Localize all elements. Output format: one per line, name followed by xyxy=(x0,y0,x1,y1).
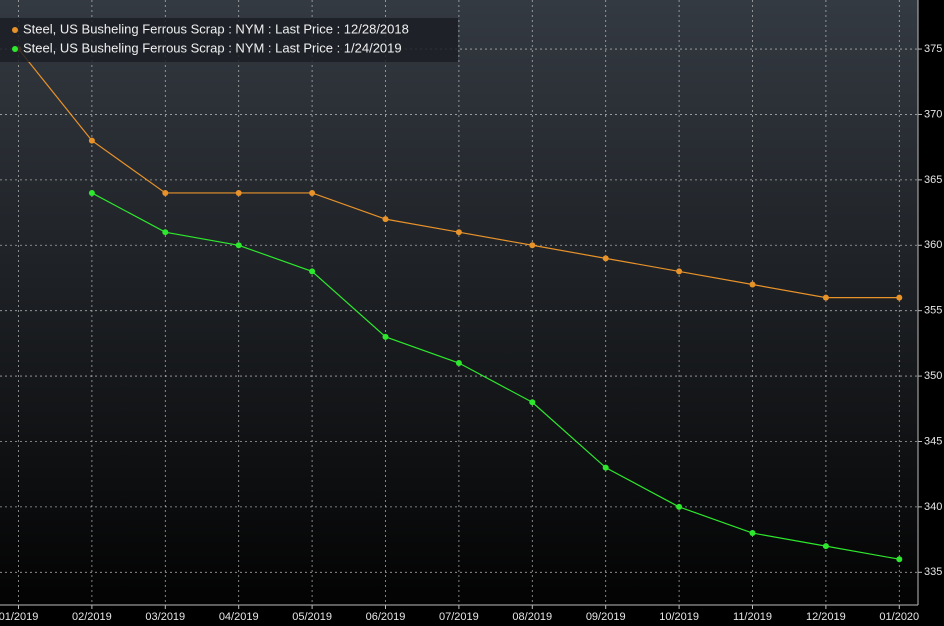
data-point xyxy=(896,556,903,563)
series-line xyxy=(91,192,900,560)
y-tick-label: 375 xyxy=(924,43,942,55)
data-point xyxy=(382,333,389,340)
data-point xyxy=(749,530,756,537)
x-tick-label: 11/2019 xyxy=(733,611,772,623)
data-point xyxy=(676,268,683,275)
x-tick-label: 12/2019 xyxy=(806,611,846,623)
data-point xyxy=(88,137,95,144)
x-tick-label: 09/2019 xyxy=(586,611,626,623)
x-tick-label: 05/2019 xyxy=(292,611,332,623)
x-tick-label: 06/2019 xyxy=(366,611,406,623)
y-tick-label: 345 xyxy=(924,435,942,447)
data-point xyxy=(602,464,609,471)
y-tick-label: 365 xyxy=(924,174,942,186)
legend-marker xyxy=(12,46,18,52)
data-point xyxy=(162,229,169,236)
x-tick-label: 02/2019 xyxy=(72,611,112,623)
data-point xyxy=(382,216,389,223)
y-tick-label: 370 xyxy=(924,108,942,120)
data-point xyxy=(162,189,169,196)
legend-label: Steel, US Busheling Ferrous Scrap : NYM … xyxy=(23,21,409,36)
data-point xyxy=(749,281,756,288)
data-point xyxy=(455,229,462,236)
x-tick-label: 01/2020 xyxy=(879,611,919,623)
x-tick-label: 07/2019 xyxy=(439,611,479,623)
x-tick-label: 03/2019 xyxy=(145,611,185,623)
legend-label: Steel, US Busheling Ferrous Scrap : NYM … xyxy=(23,40,402,55)
data-point xyxy=(529,399,536,406)
data-point xyxy=(309,189,316,196)
x-tick-label: 10/2019 xyxy=(659,611,699,623)
x-tick-label: 04/2019 xyxy=(219,611,259,623)
data-point xyxy=(529,242,536,249)
data-point xyxy=(235,242,242,249)
y-tick-label: 335 xyxy=(924,566,942,578)
y-tick-label: 350 xyxy=(924,370,942,382)
y-tick-label: 360 xyxy=(924,239,942,251)
data-point xyxy=(455,360,462,366)
x-tick-label: 08/2019 xyxy=(512,611,552,623)
data-point xyxy=(822,543,829,550)
data-point xyxy=(896,294,903,301)
data-point xyxy=(309,268,316,275)
data-point xyxy=(88,189,95,196)
data-point xyxy=(235,189,242,196)
data-point xyxy=(822,294,829,301)
legend-marker xyxy=(12,27,18,33)
y-tick-label: 355 xyxy=(924,305,942,317)
x-tick-label: 01/2019 xyxy=(0,611,38,623)
y-tick-label: 340 xyxy=(924,501,942,513)
axis-background xyxy=(918,0,944,626)
axis-background xyxy=(0,605,944,626)
data-point xyxy=(602,255,609,262)
data-point xyxy=(676,503,683,510)
legend-box xyxy=(0,18,458,62)
